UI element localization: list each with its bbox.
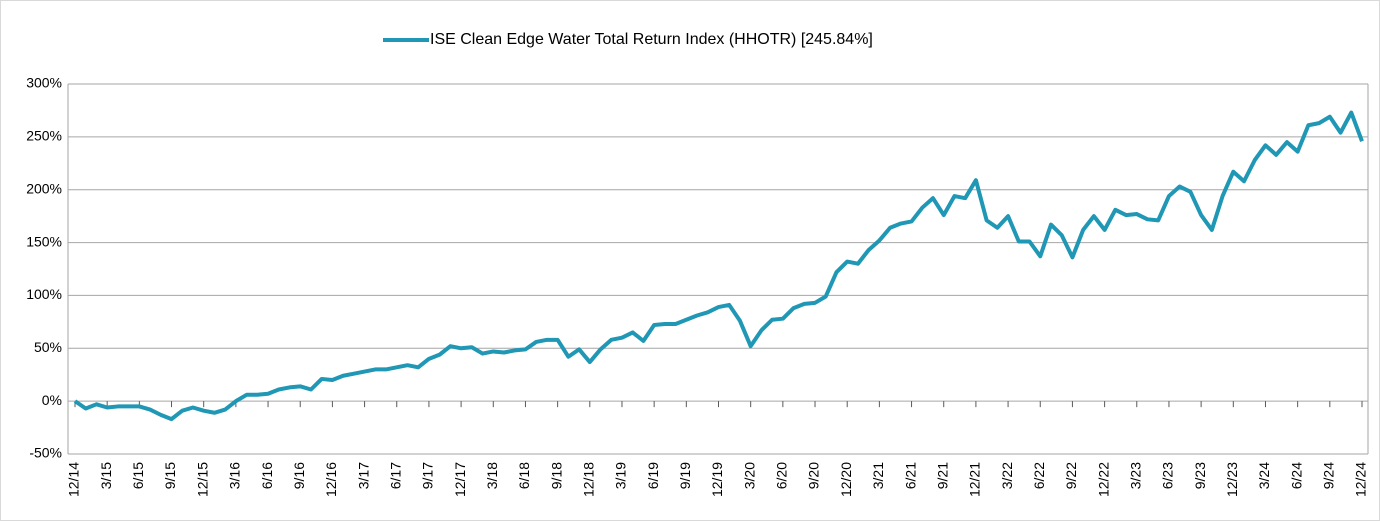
x-tick-label: 12/17 — [452, 462, 468, 497]
series-line — [73, 110, 1364, 422]
y-tick-label: 100% — [26, 286, 62, 302]
x-tick-label: 6/23 — [1160, 462, 1176, 489]
x-tick-label: 6/15 — [130, 462, 146, 489]
x-tick-label: 3/23 — [1127, 462, 1143, 489]
y-tick-label: 300% — [26, 75, 62, 91]
x-tick-label: 6/24 — [1288, 462, 1304, 489]
x-tick-label: 9/22 — [1063, 462, 1079, 489]
x-tick-label: 3/18 — [484, 462, 500, 489]
x-tick-label: 6/20 — [774, 462, 790, 489]
legend-label: ISE Clean Edge Water Total Return Index … — [430, 31, 873, 48]
x-tick-label: 9/21 — [934, 462, 950, 489]
x-tick-label: 3/22 — [999, 462, 1015, 489]
x-tick-label: 9/16 — [291, 462, 307, 489]
y-tick-label: 0% — [42, 392, 62, 408]
x-tick-label: 9/20 — [806, 462, 822, 489]
x-tick-label: 6/18 — [516, 462, 532, 489]
x-tick-label: 3/15 — [98, 462, 114, 489]
x-tick-label: 3/16 — [227, 462, 243, 489]
x-tick-label: 3/19 — [613, 462, 629, 489]
x-tick-label: 3/21 — [870, 462, 886, 489]
x-tick-label: 12/18 — [581, 462, 597, 497]
x-tick-label: 9/15 — [162, 462, 178, 489]
x-tick-label: 12/23 — [1224, 462, 1240, 497]
y-tick-label: 250% — [26, 128, 62, 144]
x-tick-label: 6/21 — [902, 462, 918, 489]
x-tick-label: 12/14 — [66, 462, 82, 497]
x-tick-label: 3/17 — [355, 462, 371, 489]
y-tick-label: 50% — [34, 339, 62, 355]
x-tick-label: 12/20 — [838, 462, 854, 497]
x-tick-label: 12/22 — [1095, 462, 1111, 497]
x-tick-label: 12/24 — [1353, 462, 1369, 497]
y-tick-label: 200% — [26, 180, 62, 196]
x-tick-label: 6/16 — [259, 462, 275, 489]
x-tick-label: 6/19 — [645, 462, 661, 489]
x-tick-label: 9/17 — [420, 462, 436, 489]
y-tick-label: -50% — [29, 445, 62, 461]
x-tick-label: 12/15 — [194, 462, 210, 497]
y-tick-label: 150% — [26, 233, 62, 249]
x-tick-label: 9/18 — [548, 462, 564, 489]
x-tick-label: 9/19 — [677, 462, 693, 489]
x-tick-label: 9/23 — [1192, 462, 1208, 489]
x-tick-label: 3/24 — [1256, 462, 1272, 489]
x-tick-label: 3/20 — [741, 462, 757, 489]
x-tick-label: 9/24 — [1321, 462, 1337, 489]
x-tick-label: 6/17 — [387, 462, 403, 489]
x-tick-label: 12/19 — [709, 462, 725, 497]
x-tick-label: 12/21 — [967, 462, 983, 497]
x-tick-label: 12/16 — [323, 462, 339, 497]
x-tick-label: 6/22 — [1031, 462, 1047, 489]
